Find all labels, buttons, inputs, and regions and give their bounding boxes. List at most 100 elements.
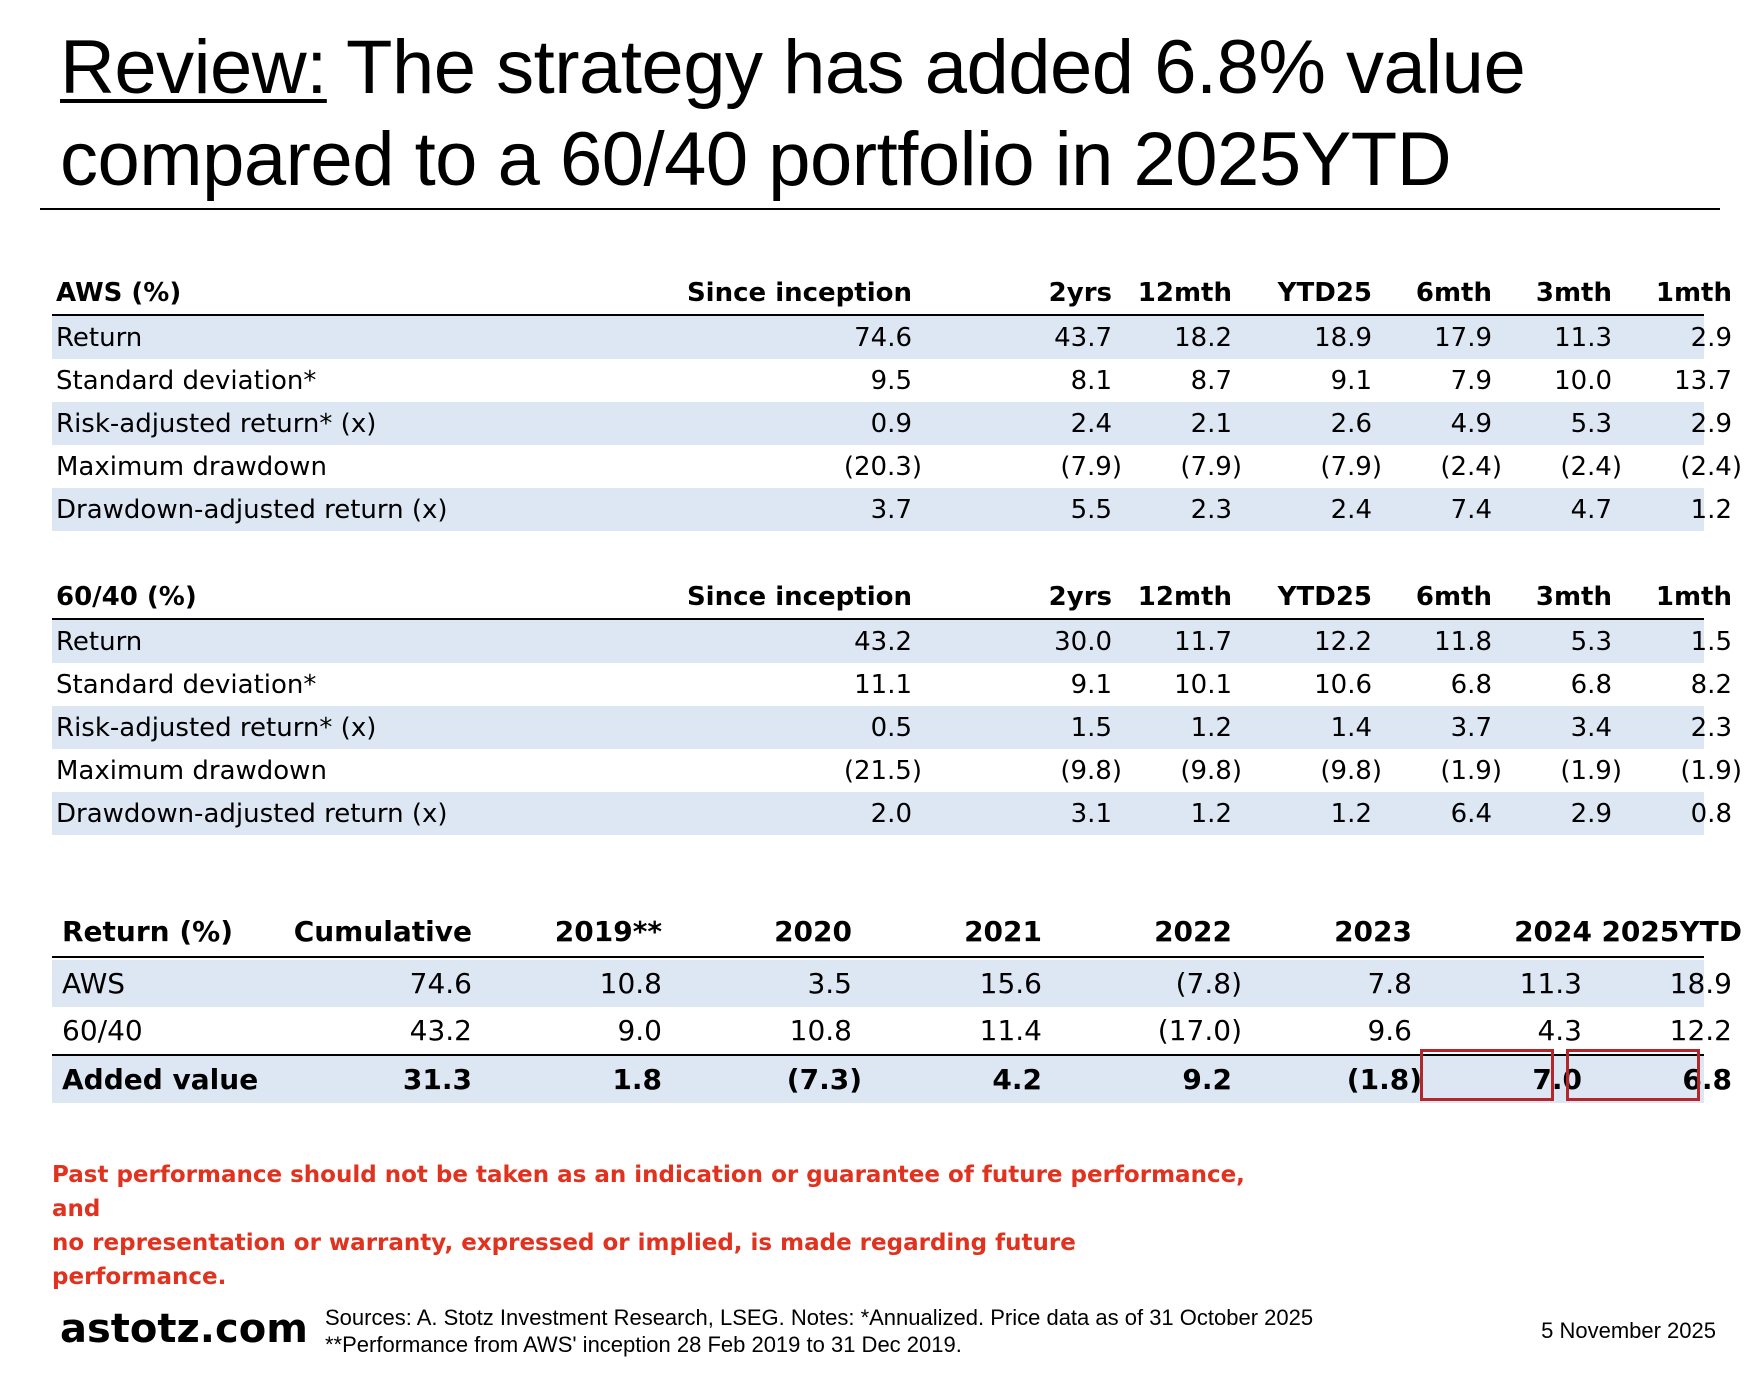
cell: 2.9 bbox=[1690, 408, 1732, 439]
cell: (1.9) bbox=[1560, 755, 1622, 786]
cell: 1.8 bbox=[612, 1063, 662, 1096]
row-label: Added value bbox=[62, 1063, 259, 1096]
cell: 31.3 bbox=[402, 1063, 472, 1096]
sources-note: Sources: A. Stotz Investment Research, L… bbox=[325, 1304, 1313, 1358]
header-2yrs: 2yrs bbox=[1048, 278, 1112, 308]
disclaimer-line-1: Past performance should not be taken as … bbox=[52, 1162, 1245, 1222]
cell: 7.0 bbox=[1532, 1063, 1582, 1096]
yearly-table-header: Return (%) Cumulative 2019** 2020 2021 2… bbox=[52, 906, 1742, 958]
header-2023: 2023 bbox=[1334, 914, 1412, 948]
cell: 3.5 bbox=[807, 967, 852, 1000]
cell: 10.6 bbox=[1314, 669, 1372, 700]
cell: (1.8) bbox=[1346, 1063, 1422, 1096]
cell: (7.9) bbox=[1180, 451, 1242, 482]
title-divider bbox=[40, 208, 1720, 210]
page-title: Review: The strategy has added 6.8% valu… bbox=[60, 22, 1700, 206]
table-row: Standard deviation* 11.1 9.1 10.1 10.6 6… bbox=[52, 663, 1732, 706]
cell: (2.4) bbox=[1560, 451, 1622, 482]
row-label: AWS bbox=[62, 967, 126, 1000]
cell: 11.8 bbox=[1434, 626, 1492, 657]
header-2025ytd: 2025YTD bbox=[1601, 914, 1742, 948]
cell: 2.4 bbox=[1330, 494, 1372, 525]
cell: 6.8 bbox=[1682, 1063, 1732, 1096]
cell: 1.2 bbox=[1330, 798, 1372, 829]
header-6mth: 6mth bbox=[1415, 582, 1492, 612]
header-label: AWS (%) bbox=[56, 278, 182, 308]
cell: (20.3) bbox=[843, 451, 922, 482]
header-3mth: 3mth bbox=[1535, 278, 1612, 308]
cell: 6.4 bbox=[1450, 798, 1492, 829]
header-12mth: 12mth bbox=[1137, 582, 1232, 612]
cell: 10.0 bbox=[1554, 365, 1612, 396]
table-row: Risk-adjusted return* (x) 0.9 2.4 2.1 2.… bbox=[52, 402, 1732, 445]
header-3mth: 3mth bbox=[1535, 582, 1612, 612]
cell: 9.1 bbox=[1330, 365, 1372, 396]
cell: 11.3 bbox=[1554, 322, 1612, 353]
cell: 1.4 bbox=[1330, 712, 1372, 743]
header-2024: 2024 bbox=[1514, 914, 1592, 948]
cell: 17.9 bbox=[1434, 322, 1492, 353]
cell: 2.3 bbox=[1190, 494, 1232, 525]
cell: 43.2 bbox=[854, 626, 912, 657]
disclaimer-line-2: no representation or warranty, expressed… bbox=[52, 1230, 1076, 1290]
cell: (7.3) bbox=[786, 1063, 862, 1096]
cell: 2.9 bbox=[1570, 798, 1612, 829]
cell: 2.3 bbox=[1690, 712, 1732, 743]
table-row: Maximum drawdown (21.5) (9.8) (9.8) (9.8… bbox=[52, 749, 1742, 792]
cell: 10.1 bbox=[1174, 669, 1232, 700]
cell: 8.7 bbox=[1190, 365, 1232, 396]
table-row: Return 43.2 30.0 11.7 12.2 11.8 5.3 1.5 bbox=[52, 620, 1732, 663]
header-label: 60/40 (%) bbox=[56, 582, 197, 612]
cell: 11.1 bbox=[854, 669, 912, 700]
cell: 8.2 bbox=[1690, 669, 1732, 700]
cell: 7.9 bbox=[1450, 365, 1492, 396]
cell: (1.9) bbox=[1680, 755, 1742, 786]
cell: 10.8 bbox=[599, 967, 662, 1000]
sources-line-1: Sources: A. Stotz Investment Research, L… bbox=[325, 1305, 1314, 1330]
cell: (7.9) bbox=[1320, 451, 1382, 482]
cell: 8.1 bbox=[1070, 365, 1112, 396]
cell: 11.3 bbox=[1519, 967, 1582, 1000]
cell: 9.5 bbox=[870, 365, 912, 396]
cell: 4.7 bbox=[1570, 494, 1612, 525]
table-row: Drawdown-adjusted return (x) 2.0 3.1 1.2… bbox=[52, 792, 1732, 835]
cell: 11.4 bbox=[979, 1014, 1042, 1047]
table-row: 60/40 43.2 9.0 10.8 11.4 (17.0) 9.6 4.3 … bbox=[52, 1007, 1732, 1054]
cell: (9.8) bbox=[1180, 755, 1242, 786]
cell: 10.8 bbox=[789, 1014, 852, 1047]
cell: 0.8 bbox=[1690, 798, 1732, 829]
cell: 6.8 bbox=[1570, 669, 1612, 700]
cell: 11.7 bbox=[1174, 626, 1232, 657]
added-value-row: Added value 31.3 1.8 (7.3) 4.2 9.2 (1.8)… bbox=[52, 1054, 1732, 1103]
cell: 18.9 bbox=[1314, 322, 1372, 353]
cell: 0.5 bbox=[870, 712, 912, 743]
cell: 2.9 bbox=[1690, 322, 1732, 353]
row-label: Risk-adjusted return* (x) bbox=[56, 408, 377, 439]
benchmark-table-header: 60/40 (%) Since inception 2yrs 12mth YTD… bbox=[52, 576, 1732, 620]
cell: 9.1 bbox=[1070, 669, 1112, 700]
cell: 3.7 bbox=[870, 494, 912, 525]
cell: 18.2 bbox=[1174, 322, 1232, 353]
header-ytd25: YTD25 bbox=[1277, 278, 1372, 308]
header-since-inception: Since inception bbox=[686, 582, 912, 612]
header-2021: 2021 bbox=[964, 914, 1042, 948]
cell: (21.5) bbox=[843, 755, 922, 786]
cell: 12.2 bbox=[1314, 626, 1372, 657]
cell: 2.1 bbox=[1190, 408, 1232, 439]
table-row: Risk-adjusted return* (x) 0.5 1.5 1.2 1.… bbox=[52, 706, 1732, 749]
cell: 1.5 bbox=[1690, 626, 1732, 657]
cell: (17.0) bbox=[1157, 1014, 1242, 1047]
cell: 5.3 bbox=[1570, 408, 1612, 439]
header-2022: 2022 bbox=[1154, 914, 1232, 948]
row-label: Return bbox=[56, 626, 143, 657]
cell: 5.3 bbox=[1570, 626, 1612, 657]
highlight-2025ytd-box bbox=[1566, 1049, 1700, 1101]
table-row: Standard deviation* 9.5 8.1 8.7 9.1 7.9 … bbox=[52, 359, 1732, 402]
cell: (2.4) bbox=[1440, 451, 1502, 482]
cell: 9.0 bbox=[617, 1014, 662, 1047]
header-cumulative: Cumulative bbox=[293, 914, 472, 948]
header-2yrs: 2yrs bbox=[1048, 582, 1112, 612]
brand-logo: astotz.com bbox=[60, 1306, 308, 1352]
header-2020: 2020 bbox=[774, 914, 852, 948]
cell: (1.9) bbox=[1440, 755, 1502, 786]
